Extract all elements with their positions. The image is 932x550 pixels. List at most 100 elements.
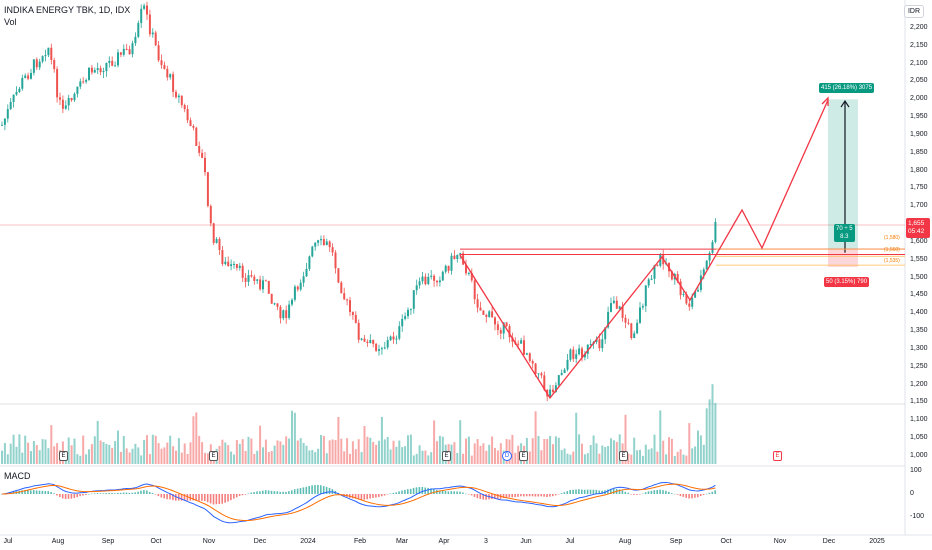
candle-body <box>343 293 346 300</box>
macd-histogram-bar <box>76 494 78 498</box>
volume-bar <box>624 414 627 464</box>
volume-bar <box>392 440 395 464</box>
risk-reward-label[interactable]: 70 ÷ 5 8.3 <box>834 224 855 242</box>
signal-line <box>1 483 716 522</box>
macd-histogram-bar <box>70 494 73 499</box>
candle-body <box>453 255 456 260</box>
macd-histogram-bar <box>227 494 229 502</box>
volume-bar <box>456 452 459 464</box>
macd-histogram-bar <box>473 494 476 497</box>
macd-histogram-bar <box>354 494 357 499</box>
candle-body <box>305 268 308 277</box>
candle-body <box>610 303 612 312</box>
macd-histogram-bar <box>282 491 284 494</box>
macd-histogram-bar <box>647 491 650 494</box>
macd-histogram-bar <box>328 487 331 494</box>
macd-histogram-bar <box>73 494 76 499</box>
earnings-badge-upcoming[interactable]: E <box>773 451 782 461</box>
candle-body <box>697 290 699 292</box>
dividend-badge[interactable]: D <box>502 451 512 461</box>
macd-histogram-bar <box>1 494 3 495</box>
macd-histogram-bar <box>30 490 32 494</box>
macd-histogram-bar <box>314 484 316 494</box>
candle-body <box>270 293 273 304</box>
candle-body <box>308 256 311 269</box>
volume-bar <box>612 440 615 464</box>
candle-body <box>114 65 117 67</box>
symbol-title[interactable]: INDIKA ENERGY TBK, 1D, IDX <box>4 5 131 15</box>
candle-body <box>331 247 334 253</box>
earnings-badge[interactable]: E <box>519 451 528 461</box>
candle-body <box>264 280 267 282</box>
volume-bar <box>293 412 296 464</box>
volume-bar <box>146 435 148 464</box>
volume-bar <box>154 435 157 464</box>
volume-bar <box>467 436 470 464</box>
candle-body <box>276 303 279 307</box>
candle-body <box>79 81 82 87</box>
volume-bar <box>659 410 662 464</box>
earnings-badge[interactable]: E <box>59 451 68 461</box>
volume-bar <box>218 445 221 464</box>
candle-body <box>247 275 250 282</box>
macd-histogram-bar <box>453 491 455 494</box>
macd-histogram-bar <box>64 494 67 500</box>
macd-histogram-bar <box>485 494 487 500</box>
candle-body <box>146 5 148 15</box>
candle-body <box>543 375 546 390</box>
volume-bar <box>117 430 119 464</box>
candle-body <box>433 275 436 281</box>
earnings-badge[interactable]: E <box>442 451 451 461</box>
macd-histogram-bar <box>140 490 142 494</box>
risk-reward-line1: 70 ÷ 5 <box>836 226 853 232</box>
macd-histogram-bar <box>44 491 47 494</box>
candle-body <box>206 172 209 206</box>
macd-histogram-bar <box>143 490 145 494</box>
macd-histogram-bar <box>592 489 595 494</box>
macd-histogram-bar <box>38 490 41 494</box>
volume-bar <box>273 445 276 464</box>
volume-bar <box>665 454 668 464</box>
earnings-badge[interactable]: E <box>619 451 628 461</box>
time-axis-tick: Jul <box>565 538 575 545</box>
macd-histogram-bar <box>641 493 644 495</box>
target-label[interactable]: 415 (26.18%) 3075 <box>819 83 875 93</box>
volume-bar <box>192 416 195 464</box>
volume-bar <box>473 443 476 464</box>
candle-body <box>479 307 482 311</box>
macd-histogram-bar <box>520 494 522 497</box>
macd-histogram-bar <box>212 494 215 505</box>
currency-badge[interactable]: IDR <box>903 5 924 18</box>
stop-label[interactable]: 50 (3.15%) 790 <box>824 277 870 287</box>
volume-bar <box>618 434 621 464</box>
macd-histogram-bar <box>146 490 148 494</box>
macd-histogram-bar <box>302 487 305 494</box>
candle-body <box>549 389 552 397</box>
candle-body <box>105 62 108 72</box>
candle-body <box>699 275 702 291</box>
volume-bar <box>404 446 407 464</box>
candle-body <box>412 290 415 309</box>
volume-bar <box>6 454 9 464</box>
macd-histogram-bar <box>206 494 209 503</box>
earnings-badge[interactable]: E <box>209 451 218 461</box>
volume-bar <box>105 443 108 464</box>
macd-histogram-bar <box>279 491 281 494</box>
candle-body <box>282 310 285 319</box>
candle-body <box>233 263 235 265</box>
macd-histogram-bar <box>235 494 238 498</box>
risk-reward-line2: 8.3 <box>840 234 849 240</box>
volume-bar <box>528 451 531 464</box>
volume-bar <box>424 450 427 464</box>
volume-bar <box>247 436 250 464</box>
volume-bar <box>572 451 575 464</box>
candle-body <box>140 8 143 23</box>
price-axis-tick: 1,550 <box>910 255 928 263</box>
volume-bar <box>148 454 151 464</box>
candle-body <box>424 276 427 285</box>
candle-body <box>392 336 395 340</box>
level-tag-2: (1,560) <box>884 247 900 253</box>
volume-bar <box>244 450 247 464</box>
volume-bar <box>563 448 566 464</box>
